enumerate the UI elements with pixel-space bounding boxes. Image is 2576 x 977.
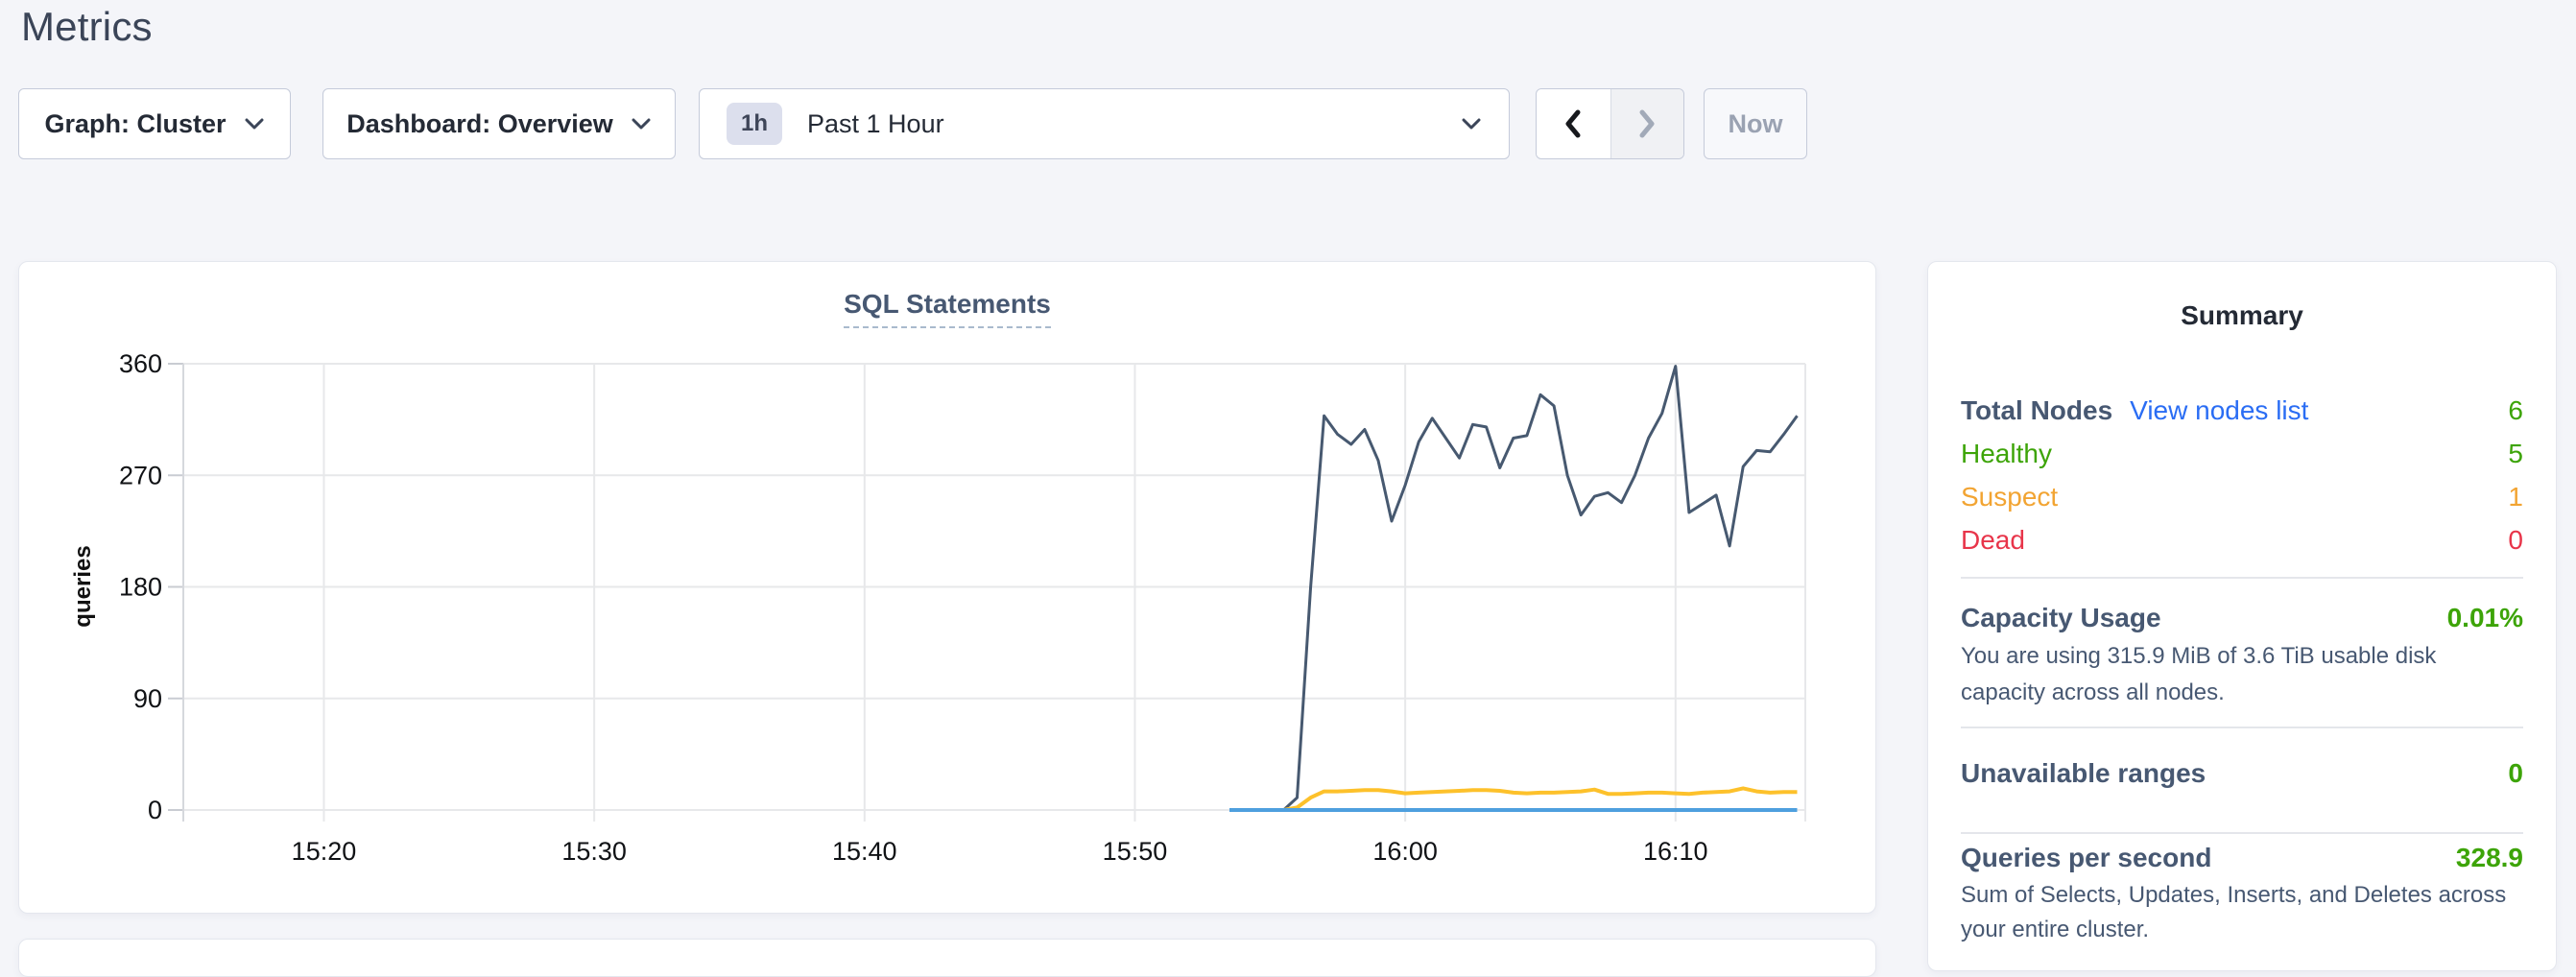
capacity-usage-value: 0.01%	[2446, 603, 2523, 632]
svg-text:360: 360	[119, 354, 162, 378]
previous-time-window-button[interactable]	[1537, 89, 1610, 158]
time-range-selector[interactable]: 1h Past 1 Hour	[699, 88, 1510, 159]
chevron-right-icon	[1639, 109, 1655, 138]
total-nodes-value: 6	[2508, 394, 2523, 425]
chevron-down-icon	[1462, 118, 1481, 130]
sql-statements-chart-card: SQL Statements queries 0 90 180 270 360 15:20…	[18, 261, 1876, 914]
svg-text:15:50: 15:50	[1103, 837, 1168, 866]
svg-text:0: 0	[148, 796, 162, 824]
healthy-nodes-row: Healthy 5	[1961, 432, 2523, 475]
view-nodes-list-link[interactable]: View nodes list	[2130, 394, 2309, 425]
dead-label: Dead	[1961, 524, 2025, 555]
queries-per-second-row: Queries per second 328.9	[1961, 842, 2523, 874]
graph-dropdown[interactable]: Graph: Cluster	[18, 88, 291, 159]
svg-text:16:10: 16:10	[1643, 837, 1708, 866]
svg-text:16:00: 16:00	[1372, 837, 1438, 866]
unavailable-ranges-row: Unavailable ranges 0	[1961, 757, 2523, 790]
summary-title: Summary	[2181, 300, 2303, 330]
chevron-left-icon	[1565, 109, 1581, 138]
dead-nodes-row: Dead 0	[1961, 518, 2523, 561]
summary-panel: Summary Total Nodes View nodes list 6 He…	[1927, 261, 2557, 971]
divider	[1961, 832, 2523, 834]
time-range-badge: 1h	[727, 103, 783, 145]
svg-text:270: 270	[119, 461, 162, 489]
healthy-label: Healthy	[1961, 438, 2052, 468]
healthy-value: 5	[2508, 438, 2523, 468]
suspect-label: Suspect	[1961, 481, 2059, 512]
divider	[1961, 727, 2523, 728]
svg-text:15:30: 15:30	[561, 837, 627, 866]
next-time-window-button[interactable]	[1610, 89, 1683, 158]
svg-text:90: 90	[133, 684, 162, 713]
divider	[1961, 577, 2523, 579]
graph-dropdown-label: Graph: Cluster	[44, 108, 227, 138]
line-chart-plot: 0 90 180 270 360 15:20 15:30 15:40 15:50 16:00 16:…	[119, 354, 1806, 866]
svg-text:180: 180	[119, 573, 162, 602]
series-navy	[1229, 365, 1799, 812]
dashboard-dropdown-label: Dashboard: Overview	[346, 108, 613, 138]
time-range-label: Past 1 Hour	[807, 108, 944, 138]
queries-per-second-value: 328.9	[2455, 843, 2523, 872]
suspect-value: 1	[2508, 481, 2523, 512]
unavailable-ranges-label: Unavailable ranges	[1961, 758, 2206, 788]
queries-per-second-description: Sum of Selects, Updates, Inserts, and De…	[1961, 882, 2507, 942]
page-title: Metrics	[21, 4, 153, 49]
dead-value: 0	[2508, 524, 2523, 555]
toolbar: Graph: Cluster Dashboard: Overview 1h Pa…	[18, 88, 1807, 159]
chevron-down-icon	[245, 118, 264, 130]
dashboard-dropdown[interactable]: Dashboard: Overview	[322, 88, 676, 159]
unavailable-ranges-value: 0	[2508, 758, 2523, 788]
svg-text:15:40: 15:40	[832, 837, 897, 866]
total-nodes-row: Total Nodes View nodes list 6	[1961, 389, 2523, 432]
now-button[interactable]: Now	[1704, 88, 1807, 159]
metrics-page: { "page": { "title": "Metrics" }, "toolb…	[18, 4, 2557, 977]
capacity-usage-label: Capacity Usage	[1961, 603, 2161, 632]
capacity-usage-row: Capacity Usage 0.01%	[1961, 602, 2523, 634]
chart-title-row: SQL Statements	[19, 289, 1875, 328]
time-step-buttons	[1536, 88, 1684, 159]
chevron-down-icon	[632, 118, 651, 130]
next-chart-card-partial	[18, 939, 1876, 977]
suspect-nodes-row: Suspect 1	[1961, 475, 2523, 518]
total-nodes-label: Total Nodes	[1961, 394, 2113, 425]
chart-title[interactable]: SQL Statements	[844, 289, 1051, 328]
series-yellow	[1229, 786, 1798, 812]
svg-text:15:20: 15:20	[292, 837, 357, 866]
queries-per-second-label: Queries per second	[1961, 843, 2212, 872]
node-status-list: Total Nodes View nodes list 6 Healthy 5 …	[1961, 389, 2523, 561]
capacity-usage-description: You are using 315.9 MiB of 3.6 TiB usabl…	[1961, 643, 2437, 705]
